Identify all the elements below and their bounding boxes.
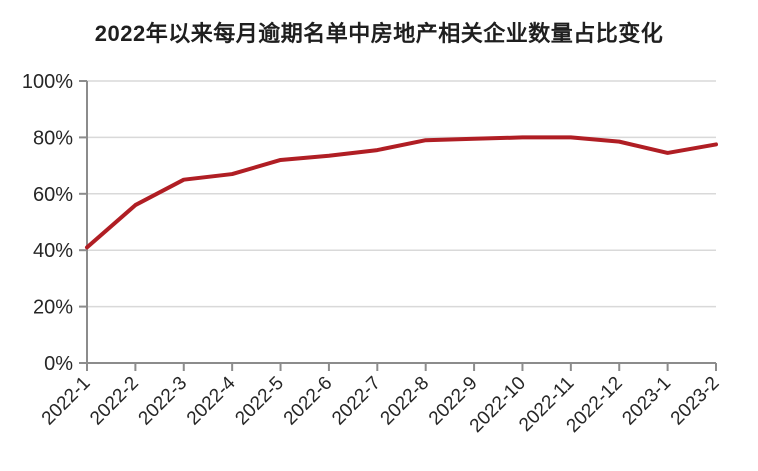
x-axis-label: 2023-2 (667, 373, 724, 430)
y-axis-label: 20% (33, 297, 73, 319)
x-axis-label: 2022-5 (231, 373, 288, 430)
y-axis-label: 80% (33, 127, 73, 149)
x-axis-label: 2023-1 (618, 373, 675, 430)
x-axis-label: 2022-2 (86, 373, 143, 430)
x-axis-label: 2022-4 (183, 372, 240, 429)
x-axis-label: 2022-1 (38, 373, 95, 430)
y-axis-label: 60% (33, 184, 73, 206)
y-axis-label: 0% (44, 353, 73, 375)
series-line (85, 135, 718, 250)
chart-title: 2022年以来每月逾期名单中房地产相关企业数量占比变化 (94, 21, 664, 46)
x-axis-label: 2022-3 (135, 373, 192, 430)
x-axis-label: 2022-8 (377, 373, 434, 430)
y-axis-label: 40% (33, 240, 73, 262)
x-axis-label: 2022-7 (328, 373, 385, 430)
y-axis-label: 100% (22, 71, 73, 93)
x-axis-label: 2022-6 (280, 373, 337, 430)
